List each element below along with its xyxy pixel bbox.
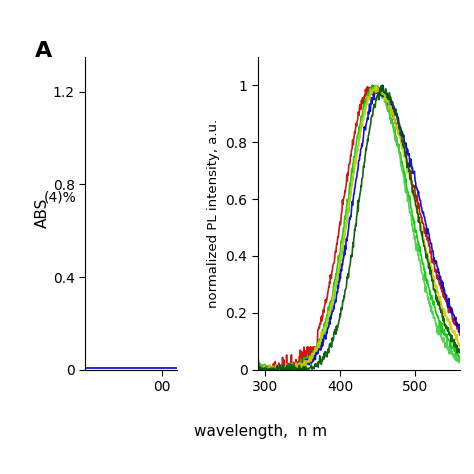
Y-axis label: ABS: ABS: [35, 198, 50, 228]
Text: (4)%: (4)%: [44, 191, 77, 205]
Text: wavelength,  n m: wavelength, n m: [194, 424, 327, 439]
Y-axis label: normalized PL intensity, a.u.: normalized PL intensity, a.u.: [207, 119, 220, 308]
Text: A: A: [35, 41, 52, 61]
